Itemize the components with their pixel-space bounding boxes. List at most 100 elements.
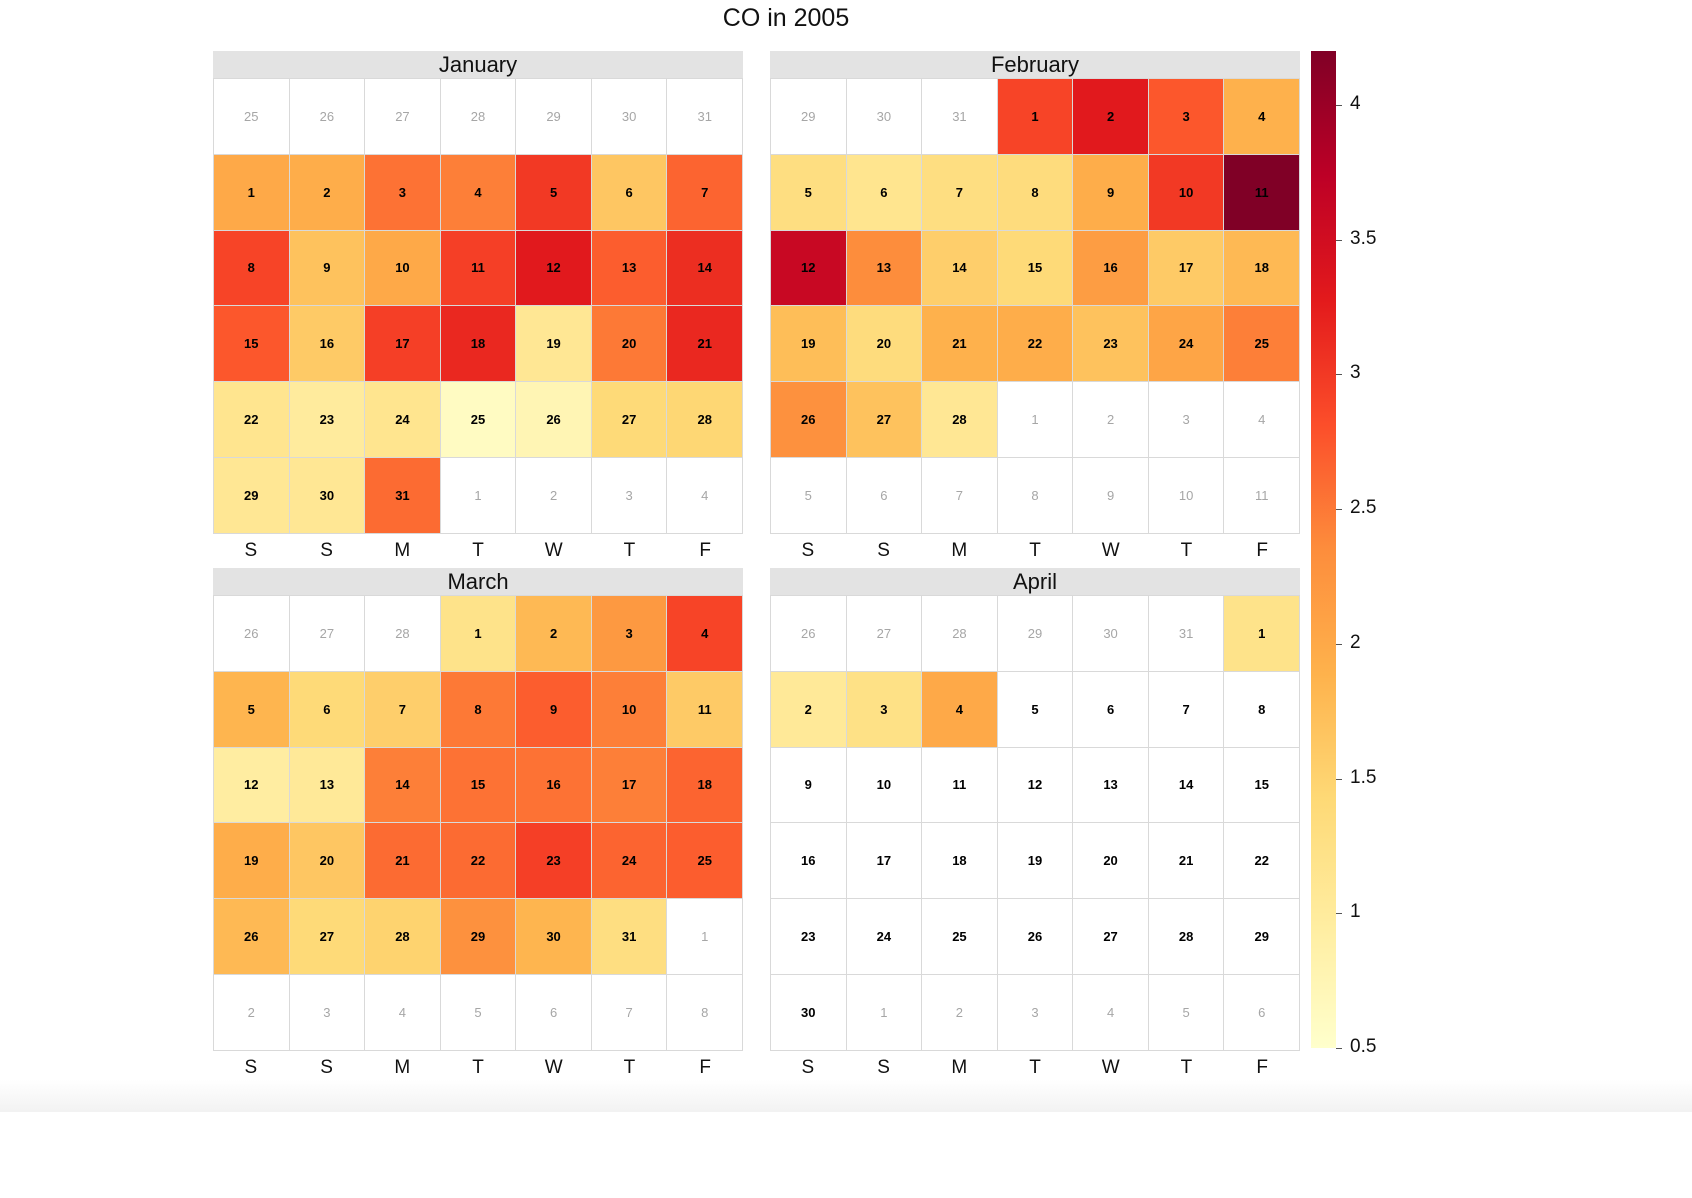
day-cell: 1 (846, 974, 923, 1051)
day-cell: 19 (771, 306, 847, 383)
day-cell: 24 (591, 823, 668, 900)
day-cell: 25 (922, 899, 998, 975)
day-cell: 28 (440, 79, 517, 155)
day-cell: 6 (591, 154, 668, 231)
day-cell: 26 (289, 79, 366, 155)
day-cell: 8 (1224, 671, 1300, 748)
day-cell: 12 (214, 747, 290, 824)
day-cell: 21 (667, 306, 743, 383)
day-cell: 7 (365, 671, 441, 748)
day-cell: 25 (214, 79, 290, 155)
day-cell: 2 (516, 596, 592, 672)
weekday-label: W (1101, 539, 1120, 561)
day-cell: 1 (667, 899, 743, 975)
day-cell: 10 (365, 230, 441, 307)
day-cell: 30 (771, 974, 847, 1051)
day-cell: 3 (365, 154, 441, 231)
weekday-label: F (1256, 1056, 1268, 1078)
weekday-label: T (623, 539, 636, 561)
day-cell: 14 (1148, 747, 1225, 824)
calendar-grid: 26 27 28 1 2 3 4 5 6 7 8 9 10 11 12 13 14 15 16 17 18 19 20 21 2… (213, 595, 743, 1051)
calendar-grid: 25 26 27 28 29 30 31 1 2 3 4 5 6 7 8 9 10 11 12 13 14 15 16 17 1… (213, 78, 743, 534)
day-cell: 21 (1148, 823, 1225, 900)
day-cell: 8 (214, 230, 290, 307)
legend-tick-label: 2.5 (1350, 497, 1377, 518)
weekday-label: T (1029, 1056, 1041, 1078)
day-cell: 24 (1148, 306, 1225, 383)
month-panel-january: January 25 26 27 28 29 30 31 1 2 3 4 5 6 7 8 9 10 11 12 13 1… (213, 51, 743, 566)
day-cell: 23 (289, 382, 366, 458)
day-cell: 30 (846, 79, 923, 155)
day-cell: 23 (1073, 306, 1149, 383)
legend-tick-label: 0.5 (1350, 1036, 1377, 1057)
month-header: April (770, 568, 1300, 595)
day-cell: 11 (1224, 154, 1300, 231)
legend-tick-mark (1336, 374, 1342, 375)
day-cell: 13 (1073, 747, 1149, 824)
day-cell: 10 (1148, 457, 1225, 534)
weekday-label: F (699, 539, 711, 561)
day-cell: 13 (846, 230, 923, 307)
day-cell: 1 (440, 457, 517, 534)
weekday-label: T (472, 1056, 484, 1078)
legend-tick-label: 1.5 (1350, 767, 1377, 788)
day-cell: 27 (846, 596, 923, 672)
day-cell: 6 (846, 154, 923, 231)
day-cell: 14 (667, 230, 743, 307)
day-cell: 17 (846, 823, 923, 900)
day-cell: 10 (591, 671, 668, 748)
day-cell: 24 (846, 899, 923, 975)
weekday-label: F (1256, 539, 1268, 561)
day-cell: 8 (440, 671, 517, 748)
day-cell: 31 (1148, 596, 1225, 672)
day-cell: 3 (846, 671, 923, 748)
day-cell: 2 (214, 974, 290, 1051)
day-cell: 29 (997, 596, 1074, 672)
day-cell: 6 (1224, 974, 1300, 1051)
day-cell: 16 (1073, 230, 1149, 307)
day-cell: 6 (516, 974, 592, 1051)
day-cell: 2 (922, 974, 998, 1051)
day-cell: 5 (771, 154, 847, 231)
calendar-grid: 26 27 28 29 30 31 1 2 3 4 5 6 7 8 9 10 11 12 13 14 15 16 17 18 1… (770, 595, 1300, 1051)
day-cell: 27 (591, 382, 668, 458)
day-cell: 31 (667, 79, 743, 155)
day-cell: 19 (516, 306, 592, 383)
day-cell: 29 (1224, 899, 1300, 975)
day-cell: 16 (289, 306, 366, 383)
day-cell: 14 (365, 747, 441, 824)
day-cell: 9 (1073, 154, 1149, 231)
weekday-label: W (544, 539, 563, 561)
day-cell: 28 (1148, 899, 1225, 975)
weekday-label: S (801, 1056, 815, 1078)
day-cell: 31 (365, 457, 441, 534)
day-cell: 3 (997, 974, 1074, 1051)
legend-tick-mark (1336, 105, 1342, 106)
day-cell: 9 (289, 230, 366, 307)
weekday-label: M (951, 539, 968, 561)
weekday-label: W (1101, 1056, 1120, 1078)
day-cell: 1 (1224, 596, 1300, 672)
day-cell: 4 (667, 596, 743, 672)
weekday-label: W (544, 1056, 563, 1078)
day-cell: 13 (289, 747, 366, 824)
day-cell: 26 (771, 596, 847, 672)
day-cell: 21 (922, 306, 998, 383)
weekday-label: M (394, 539, 411, 561)
day-cell: 4 (1224, 382, 1300, 458)
day-cell: 3 (1148, 382, 1225, 458)
day-cell: 21 (365, 823, 441, 900)
day-cell: 18 (440, 306, 517, 383)
window-bottom-edge (0, 1080, 1692, 1112)
weekday-label: M (951, 1056, 968, 1078)
day-cell: 29 (440, 899, 517, 975)
day-cell: 15 (1224, 747, 1300, 824)
day-cell: 26 (997, 899, 1074, 975)
day-cell: 1 (214, 154, 290, 231)
day-cell: 4 (667, 457, 743, 534)
day-cell: 22 (997, 306, 1074, 383)
legend-tick-mark (1336, 779, 1342, 780)
day-cell: 28 (922, 382, 998, 458)
weekday-label: S (320, 539, 333, 561)
